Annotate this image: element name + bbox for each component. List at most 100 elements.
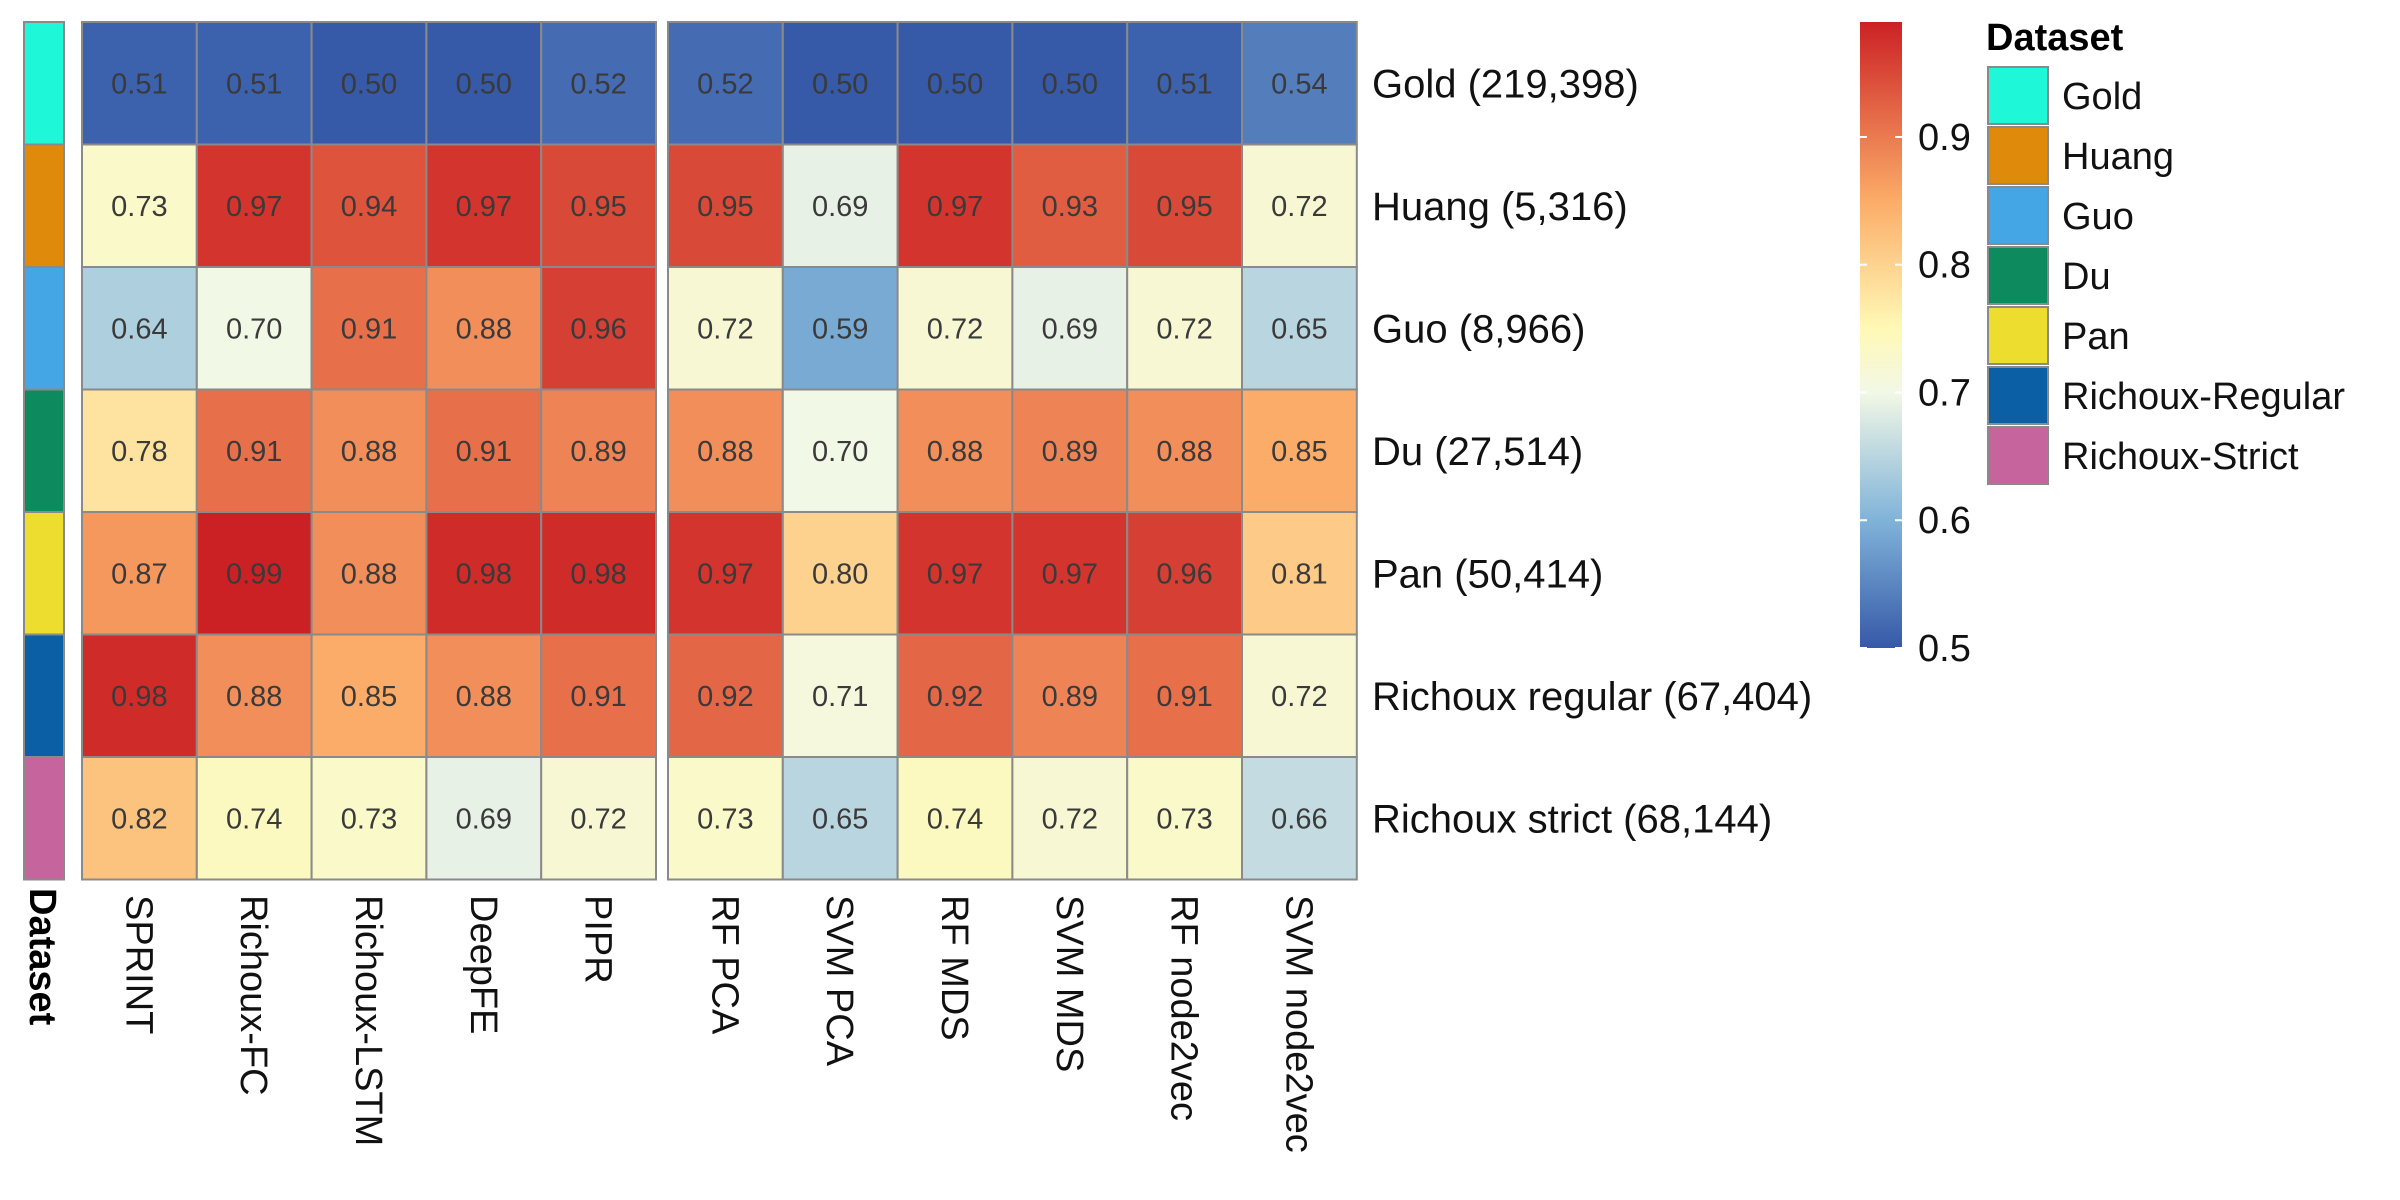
cell-value-label: 0.52 [697, 68, 753, 100]
row-label: Richoux regular (67,404) [1372, 675, 1812, 719]
heatmap-cell [1241, 388, 1358, 513]
heatmap-cell [781, 633, 899, 758]
heatmap-cell [540, 21, 658, 146]
cell-value-label: 0.88 [456, 681, 512, 713]
legend-swatch [1987, 426, 2049, 485]
cell-value-label: 0.88 [456, 313, 512, 345]
cell-value-label: 0.91 [341, 313, 397, 345]
heatmap-cell [1241, 266, 1358, 391]
heatmap-cell [81, 143, 198, 268]
row-label: Du (27,514) [1372, 430, 1583, 474]
heatmap-cell [1241, 143, 1358, 268]
heatmap-cell [195, 266, 313, 391]
column-label: SPRINT [117, 895, 159, 1034]
cell-value-label: 0.97 [697, 558, 753, 590]
heatmap-cell [81, 266, 198, 391]
heatmap-cell [81, 633, 198, 758]
cell-value-label: 0.97 [927, 191, 983, 223]
cell-value-label: 0.91 [456, 436, 512, 468]
row-labels: Gold (219,398) Huang (5,316) Guo (8,966) Du… [1372, 62, 1812, 841]
cell-value-label: 0.96 [570, 313, 626, 345]
heatmap-cell [781, 388, 899, 513]
heatmap-cell [1126, 511, 1243, 636]
cell-value-label: 0.74 [927, 803, 983, 835]
heatmap-cell [81, 756, 198, 881]
cell-value-label: 0.73 [1156, 803, 1212, 835]
cell-value-label: 0.95 [570, 191, 626, 223]
cell-value-label: 0.72 [1156, 313, 1212, 345]
cell-value-label: 0.97 [226, 191, 282, 223]
cell-value-label: 0.74 [226, 803, 282, 835]
cell-value-label: 0.66 [1271, 803, 1327, 835]
heatmap-cell [425, 756, 543, 881]
cell-value-label: 0.91 [1156, 681, 1212, 713]
column-label: RF MDS [933, 895, 975, 1041]
color-scale-tick-label: 0.9 [1918, 117, 1971, 159]
legend-label: Guo [2062, 196, 2134, 238]
annotation-swatch [23, 266, 65, 391]
annotation-swatch [23, 633, 65, 758]
cell-value-label: 0.72 [1271, 191, 1327, 223]
heatmap-cell [81, 21, 198, 146]
cell-value-label: 0.89 [570, 436, 626, 468]
cell-value-label: 0.89 [1042, 436, 1098, 468]
heatmap-cell [667, 21, 784, 146]
column-label: PIPR [577, 895, 619, 984]
cell-value-label: 0.97 [927, 558, 983, 590]
heatmap-cell [425, 633, 543, 758]
cell-value-label: 0.98 [111, 681, 167, 713]
cell-value-label: 0.80 [812, 558, 868, 590]
cell-value-label: 0.98 [570, 558, 626, 590]
cell-value-label: 0.73 [111, 191, 167, 223]
column-label: SVM node2vec [1277, 895, 1319, 1153]
legend-swatch [1987, 366, 2049, 425]
cell-value-label: 0.95 [1156, 191, 1212, 223]
heatmap-cell [896, 633, 1014, 758]
cell-value-label: 0.52 [570, 68, 626, 100]
cell-value-label: 0.88 [341, 436, 397, 468]
column-label: Richoux-FC [232, 895, 274, 1096]
color-scale-gradient [1860, 22, 1902, 648]
heatmap-cell [1126, 756, 1243, 881]
cell-value-label: 0.70 [812, 436, 868, 468]
cell-value-label: 0.96 [1156, 558, 1212, 590]
heatmap-cell [667, 143, 784, 268]
row-label: Gold (219,398) [1372, 62, 1639, 106]
legend-title: Dataset [1986, 17, 2124, 59]
legend-label: Huang [2062, 136, 2174, 178]
heatmap-cell [310, 143, 428, 268]
heatmap-cell [1126, 388, 1243, 513]
heatmap-cell [896, 388, 1014, 513]
column-label: RF PCA [703, 895, 745, 1035]
cell-value-label: 0.69 [456, 803, 512, 835]
heatmap-cells: 0.51 0.73 0.64 0.78 0.87 0.98 0.82 0.51 0.97 0.70… [81, 21, 1358, 881]
cell-value-label: 0.73 [697, 803, 753, 835]
legend-label: Pan [2062, 316, 2130, 358]
cell-value-label: 0.78 [111, 436, 167, 468]
cell-value-label: 0.65 [812, 803, 868, 835]
cell-value-label: 0.73 [341, 803, 397, 835]
cell-value-label: 0.91 [570, 681, 626, 713]
legend-swatch [1987, 66, 2049, 125]
heatmap-cell [781, 511, 899, 636]
heatmap-cell [896, 756, 1014, 881]
cell-value-label: 0.93 [1042, 191, 1098, 223]
row-label: Pan (50,414) [1372, 552, 1603, 596]
cell-value-label: 0.50 [927, 68, 983, 100]
heatmap-cell [1241, 511, 1358, 636]
column-label: Richoux-LSTM [347, 895, 389, 1146]
cell-value-label: 0.72 [927, 313, 983, 345]
cell-value-label: 0.72 [1271, 681, 1327, 713]
color-scale-bar: 0.5 0.6 0.7 0.8 0.9 [1860, 22, 1971, 670]
cell-value-label: 0.71 [812, 681, 868, 713]
legend-label: Du [2062, 256, 2111, 298]
cell-value-label: 0.87 [111, 558, 167, 590]
cell-value-label: 0.85 [341, 681, 397, 713]
cell-value-label: 0.51 [111, 68, 167, 100]
cell-value-label: 0.70 [226, 313, 282, 345]
cell-value-label: 0.72 [697, 313, 753, 345]
cell-value-label: 0.81 [1271, 558, 1327, 590]
heatmap-cell [195, 21, 313, 146]
cell-value-label: 0.69 [1042, 313, 1098, 345]
column-label: RF node2vec [1163, 895, 1205, 1121]
